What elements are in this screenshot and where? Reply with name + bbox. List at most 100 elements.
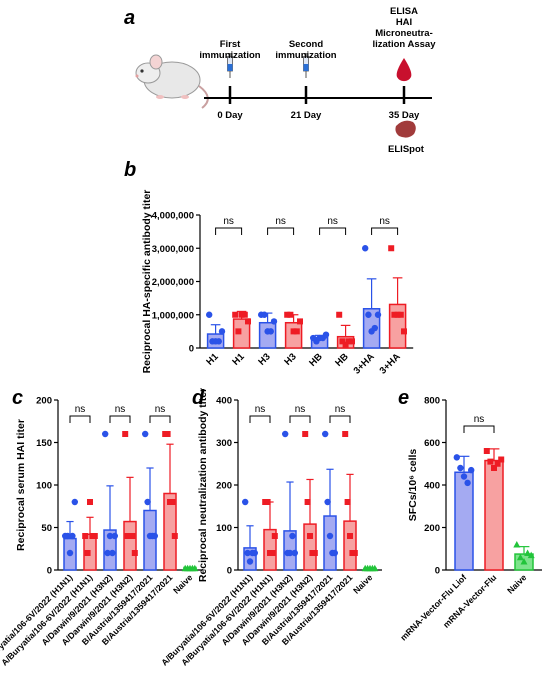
data-point <box>351 550 358 556</box>
data-point <box>269 550 276 556</box>
y-tick-label: 150 <box>36 438 52 449</box>
x-tick-label: mRNA-Vector-Flu <box>441 572 498 629</box>
data-point <box>324 498 331 506</box>
data-point <box>69 532 76 540</box>
y-tick-label: 100 <box>36 481 52 492</box>
data-point <box>289 532 296 540</box>
significance-label: ns <box>223 216 234 227</box>
data-point <box>232 311 239 318</box>
significance-bracket <box>249 415 271 423</box>
significance-label: ns <box>327 216 338 227</box>
significance-label: ns <box>295 404 306 415</box>
data-point <box>516 553 524 561</box>
chart-e: 0 200 400 600 800 SFCs/10⁶ cells mRNA-Vector-F… <box>398 396 542 643</box>
data-point <box>151 532 158 540</box>
elispot-label: ELISpot <box>388 144 425 155</box>
data-point <box>349 338 355 345</box>
spleen-icon <box>395 120 416 138</box>
event-2-title-line-1: Second <box>289 39 324 50</box>
data-point <box>304 499 311 505</box>
data-point <box>109 549 116 557</box>
panel-letter-a: a <box>124 7 135 29</box>
data-point <box>261 311 268 318</box>
significance-bracket <box>215 227 243 235</box>
y-axis-title: Reciprocal HA-specific antibody titer <box>141 190 153 374</box>
data-point <box>64 532 71 540</box>
x-tick-label: H3 <box>282 351 298 367</box>
data-point <box>326 532 334 540</box>
data-point <box>311 550 318 556</box>
data-point <box>122 431 129 437</box>
significance-bracket <box>319 227 347 235</box>
y-axis-title: SFCs/10⁶ cells <box>407 449 419 522</box>
timeline-panel: First immunization Second immunization E… <box>135 6 436 155</box>
data-point <box>524 549 532 556</box>
data-point <box>527 551 535 559</box>
y-axis-title: Reciprocal neutralization antibody titer <box>197 388 209 582</box>
data-point <box>302 431 309 437</box>
bar <box>343 520 357 571</box>
data-point <box>293 328 300 335</box>
y-tick-label: 0 <box>435 566 440 577</box>
data-point <box>464 479 471 487</box>
data-point <box>191 564 199 572</box>
event-3-title-line-1: ELISA <box>390 6 418 17</box>
data-point <box>144 498 151 506</box>
y-tick-label: 1,000,000 <box>152 310 194 321</box>
data-point <box>498 456 505 463</box>
data-point <box>215 338 222 345</box>
data-point <box>71 498 79 506</box>
data-point <box>468 466 475 474</box>
chart-b: 0 1,000,000 2,000,000 3,000,000 4,000,000Rec… <box>141 190 414 376</box>
data-point <box>401 328 407 335</box>
data-point <box>291 549 298 557</box>
data-point <box>104 549 111 557</box>
data-point <box>342 431 349 437</box>
data-point <box>307 533 313 539</box>
x-tick-label: Naive <box>351 572 374 595</box>
y-tick-label: 200 <box>216 481 232 492</box>
data-point <box>457 464 464 472</box>
data-point <box>394 311 401 318</box>
data-point <box>287 311 294 318</box>
data-point <box>322 331 330 338</box>
data-point <box>164 431 171 437</box>
y-tick-label: 200 <box>424 523 440 534</box>
data-point <box>241 311 248 318</box>
data-point <box>282 430 289 438</box>
event-2-day: 21 Day <box>291 110 322 121</box>
significance-bracket <box>149 415 171 423</box>
y-tick-label: 3,000,000 <box>152 244 194 255</box>
significance-label: ns <box>275 216 286 227</box>
data-point <box>206 311 213 318</box>
data-point <box>235 328 242 335</box>
data-point <box>245 318 251 325</box>
data-point <box>242 498 249 506</box>
bar <box>284 321 303 349</box>
y-tick-label: 0 <box>227 566 232 577</box>
data-point <box>491 465 497 471</box>
x-tick-label: H1 <box>230 351 247 368</box>
data-point <box>286 549 294 557</box>
bar <box>303 523 317 571</box>
y-tick-label: 800 <box>424 396 440 407</box>
data-point <box>251 549 258 557</box>
data-point <box>453 454 460 461</box>
event-1-day: 0 Day <box>217 110 243 121</box>
y-tick-label: 100 <box>216 523 232 534</box>
event-1-title-line-2: immunization <box>199 50 260 61</box>
x-tick-label: HB <box>307 351 325 369</box>
data-point <box>374 311 382 318</box>
x-tick-label: HB <box>333 351 351 369</box>
data-point <box>244 549 251 557</box>
data-point <box>388 245 395 252</box>
x-tick-label: 3+HA <box>352 351 377 376</box>
data-point <box>142 430 149 438</box>
panel-letter-d: d <box>192 387 205 409</box>
significance-label: ns <box>379 216 390 227</box>
data-point <box>238 311 245 318</box>
charts-layer: 01,000,0002,000,0003,000,0004,000,000Rec… <box>0 190 542 668</box>
data-point <box>264 499 271 505</box>
data-point <box>290 328 297 335</box>
data-point <box>339 338 346 345</box>
